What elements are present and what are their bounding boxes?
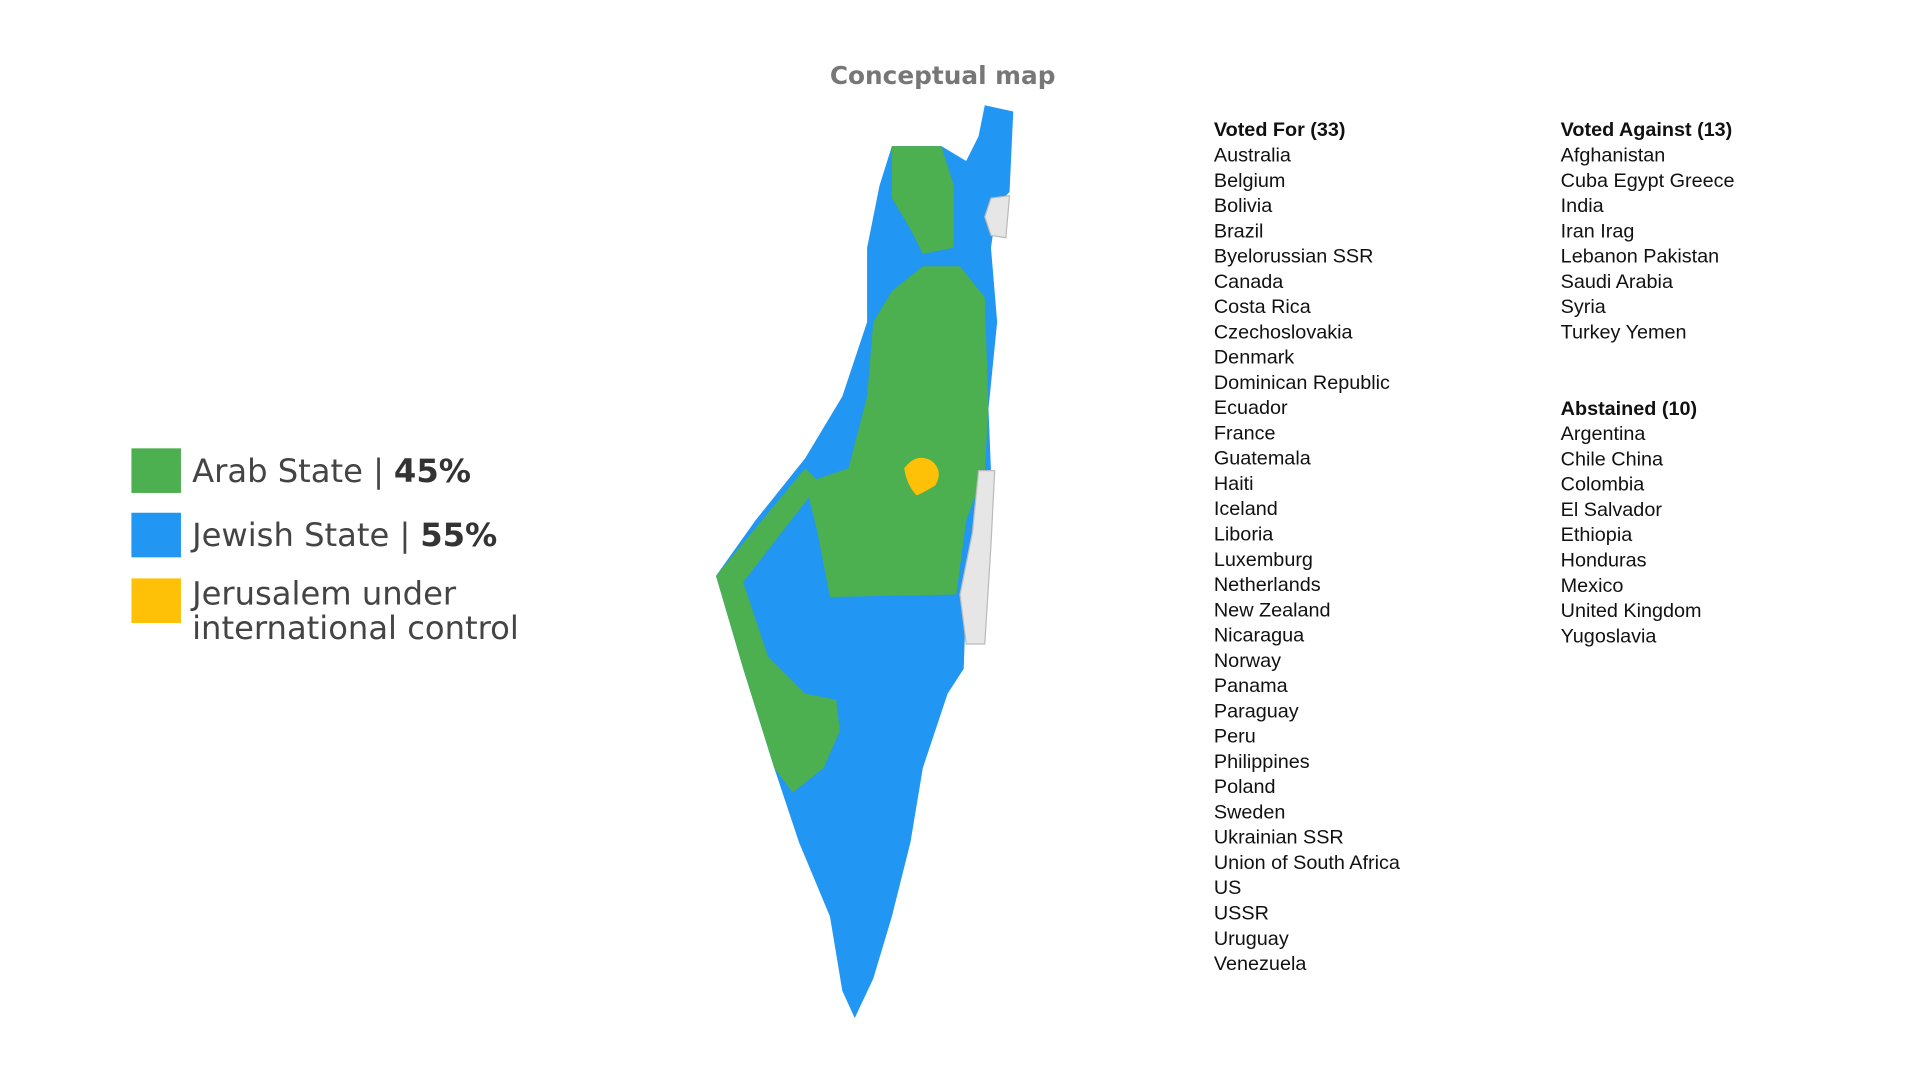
map xyxy=(716,105,1014,1019)
country: USSR xyxy=(1214,902,1269,924)
legend-label: international control xyxy=(192,609,519,647)
country: Chile China xyxy=(1561,448,1664,470)
map-title: Conceptual map xyxy=(830,61,1056,90)
country: Mexico xyxy=(1561,575,1624,597)
country: Peru xyxy=(1214,726,1256,748)
neutral-region xyxy=(984,194,1011,239)
country: Australia xyxy=(1214,145,1292,167)
country: Cuba Egypt Greece xyxy=(1561,170,1735,192)
country: Bolivia xyxy=(1214,195,1273,217)
country: Byelorussian SSR xyxy=(1214,246,1374,268)
country: Poland xyxy=(1214,776,1276,798)
country: Ecuador xyxy=(1214,397,1288,419)
country: Canada xyxy=(1214,271,1284,293)
legend-swatch xyxy=(131,578,181,623)
country: Paraguay xyxy=(1214,700,1299,722)
country: United Kingdom xyxy=(1561,600,1702,622)
country: Iran Irag xyxy=(1561,220,1635,242)
country: Nicaragua xyxy=(1214,625,1305,647)
legend: Arab State | 45% Jewish State | 55% Jerusale… xyxy=(131,448,519,647)
list-heading: Voted Against (13) xyxy=(1561,119,1733,141)
country: El Salvador xyxy=(1561,499,1663,521)
country: Netherlands xyxy=(1214,574,1321,596)
country: Denmark xyxy=(1214,347,1294,369)
country: Liboria xyxy=(1214,523,1274,545)
country: Honduras xyxy=(1561,550,1647,572)
legend-label: Jewish State | xyxy=(190,516,410,554)
country: Yugoslavia xyxy=(1561,625,1658,647)
country: Ethiopia xyxy=(1561,524,1634,546)
legend-share: 55% xyxy=(420,516,497,554)
country: Union of South Africa xyxy=(1214,852,1401,874)
country: Haiti xyxy=(1214,473,1254,495)
country: US xyxy=(1214,877,1242,899)
legend-label: Jerusalem under xyxy=(190,574,457,612)
legend-label: Arab State | xyxy=(192,452,384,490)
country: Venezuela xyxy=(1214,953,1307,975)
legend-share: 45% xyxy=(394,452,471,490)
country: Iceland xyxy=(1214,498,1278,520)
country: France xyxy=(1214,422,1276,444)
country: Luxemburg xyxy=(1214,549,1313,571)
country: Philippines xyxy=(1214,751,1310,773)
legend-label: Arab State | 45% xyxy=(192,452,471,490)
country: Colombia xyxy=(1561,474,1646,496)
country: Costa Rica xyxy=(1214,296,1312,318)
country: Brazil xyxy=(1214,220,1264,242)
country: Guatemala xyxy=(1214,448,1312,470)
country: Uruguay xyxy=(1214,928,1289,950)
country: Syria xyxy=(1561,296,1607,318)
country: Turkey Yemen xyxy=(1561,321,1687,343)
country: Panama xyxy=(1214,675,1289,697)
country: Sweden xyxy=(1214,801,1286,823)
list-heading: Voted For (33) xyxy=(1214,119,1346,141)
country: Ukrainian SSR xyxy=(1214,827,1344,849)
neutral-region xyxy=(959,470,996,645)
country: Lebanon Pakistan xyxy=(1561,246,1720,268)
country: Czechoslovakia xyxy=(1214,321,1354,343)
country: Argentina xyxy=(1561,423,1647,445)
legend-swatch xyxy=(131,448,181,493)
arab-state-region xyxy=(716,468,840,793)
jerusalem-region xyxy=(904,457,939,496)
country: Belgium xyxy=(1214,170,1286,192)
list-heading: Abstained (10) xyxy=(1561,398,1697,420)
country: India xyxy=(1561,195,1605,217)
arab-state-region xyxy=(805,266,989,597)
vote-lists: Voted For (33) Australia Belgium Bolivia Bra… xyxy=(1214,119,1735,975)
legend-label: Jewish State | 55% xyxy=(190,516,497,554)
legend-swatch xyxy=(131,512,181,558)
country: Dominican Republic xyxy=(1214,372,1390,394)
country: Afghanistan xyxy=(1561,145,1666,167)
country: New Zealand xyxy=(1214,599,1331,621)
country: Saudi Arabia xyxy=(1561,271,1674,293)
arab-state-region xyxy=(891,146,954,254)
country: Norway xyxy=(1214,650,1281,672)
